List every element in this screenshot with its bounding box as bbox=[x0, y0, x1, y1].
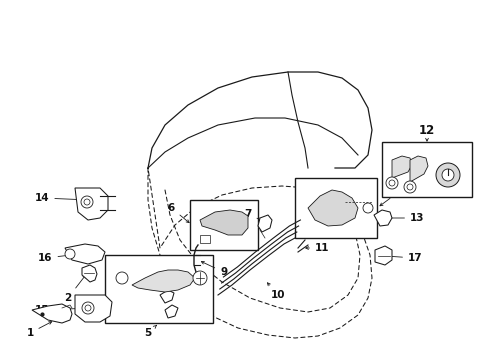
Circle shape bbox=[82, 302, 94, 314]
Circle shape bbox=[85, 305, 91, 311]
Circle shape bbox=[436, 163, 460, 187]
Bar bbox=[190, 200, 258, 250]
Polygon shape bbox=[374, 210, 392, 226]
Text: 6: 6 bbox=[168, 203, 189, 222]
Text: 1: 1 bbox=[26, 322, 52, 338]
Text: 5: 5 bbox=[145, 325, 156, 338]
Circle shape bbox=[386, 177, 398, 189]
Text: 2: 2 bbox=[64, 275, 86, 303]
Text: 3: 3 bbox=[178, 311, 209, 325]
Polygon shape bbox=[160, 290, 174, 303]
Polygon shape bbox=[132, 270, 195, 292]
Polygon shape bbox=[308, 190, 358, 226]
Polygon shape bbox=[258, 215, 272, 232]
Text: 4: 4 bbox=[172, 291, 209, 301]
Text: 16: 16 bbox=[38, 253, 76, 263]
Polygon shape bbox=[410, 156, 428, 182]
Text: 7: 7 bbox=[245, 209, 262, 220]
Bar bbox=[295, 178, 377, 238]
Circle shape bbox=[407, 184, 413, 190]
Polygon shape bbox=[200, 210, 248, 235]
Circle shape bbox=[193, 271, 207, 285]
Polygon shape bbox=[32, 304, 72, 323]
Polygon shape bbox=[75, 295, 112, 322]
Circle shape bbox=[65, 249, 75, 259]
Circle shape bbox=[389, 180, 395, 186]
Polygon shape bbox=[65, 244, 105, 264]
Circle shape bbox=[404, 181, 416, 193]
Circle shape bbox=[84, 199, 90, 205]
Text: 8: 8 bbox=[380, 187, 402, 206]
Text: 11: 11 bbox=[306, 243, 329, 253]
Circle shape bbox=[442, 169, 454, 181]
Polygon shape bbox=[392, 156, 412, 178]
Text: 10: 10 bbox=[268, 283, 285, 300]
Text: 13: 13 bbox=[386, 213, 424, 223]
Bar bbox=[200, 235, 210, 243]
Circle shape bbox=[81, 196, 93, 208]
Bar bbox=[105, 255, 213, 323]
Text: 14: 14 bbox=[35, 193, 86, 203]
Text: 12: 12 bbox=[419, 123, 435, 141]
Polygon shape bbox=[375, 246, 392, 265]
Circle shape bbox=[116, 272, 128, 284]
Circle shape bbox=[363, 203, 373, 213]
Text: 9: 9 bbox=[201, 261, 227, 277]
Polygon shape bbox=[75, 188, 108, 220]
Bar bbox=[382, 142, 472, 197]
Polygon shape bbox=[82, 265, 97, 282]
Text: 15: 15 bbox=[35, 305, 88, 315]
Text: 17: 17 bbox=[389, 253, 423, 263]
Polygon shape bbox=[165, 305, 178, 318]
